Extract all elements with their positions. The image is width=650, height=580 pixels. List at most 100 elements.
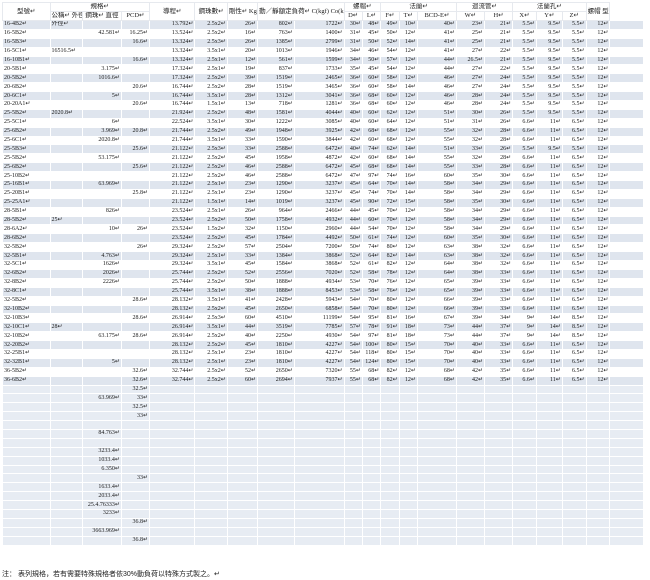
cell-z: 5.5↵ — [561, 20, 587, 30]
cell-empty — [293, 526, 345, 537]
cell-l: 60↵ — [361, 117, 382, 128]
cell-d: 54↵ — [343, 331, 363, 342]
cell-w: 40↵ — [455, 357, 485, 368]
cell-f: 62↵ — [380, 144, 400, 155]
cell-empty — [380, 491, 400, 502]
cell-co: 3041↵ — [293, 91, 345, 102]
cell-c3: 25.6↵ — [120, 162, 151, 173]
cell-t: 12↵ — [398, 268, 418, 279]
cell-f: 57↵ — [380, 55, 400, 66]
cell-c2: 6↵ — [81, 117, 122, 128]
cell-c3 — [120, 304, 151, 315]
cell-f: 82↵ — [380, 251, 400, 262]
cell-model: 25-20B1↵ — [2, 188, 51, 199]
cell-c2: 2226↵ — [81, 277, 122, 288]
cell-empty — [293, 464, 345, 475]
cell-empty — [561, 428, 587, 439]
header-sub-t: T↵ — [398, 11, 418, 21]
cell-blank — [609, 82, 644, 93]
cell-x: 6.6↵ — [512, 242, 537, 253]
cell-c3 — [120, 322, 151, 333]
cell-empty — [416, 402, 457, 413]
cell-empty — [380, 420, 400, 430]
cell-turns: 2.5x2↵ — [194, 28, 228, 39]
cell-turns: 3.5x1↵ — [194, 91, 228, 102]
cell-d: 44↵ — [343, 206, 363, 217]
cell-k: 60↵ — [226, 375, 259, 386]
cell-c2: 6.350↵ — [81, 464, 122, 475]
cell-turns: 2.5x2↵ — [194, 340, 228, 350]
cell-empty — [483, 491, 514, 502]
cell-f: 70↵ — [380, 188, 400, 199]
cell-empty — [380, 473, 400, 484]
cell-h: 24↵ — [483, 73, 514, 84]
cell-z: 6.5↵ — [561, 233, 587, 244]
cell-empty — [398, 508, 418, 519]
cell-f: 54↵ — [380, 46, 400, 57]
cell-empty — [293, 428, 345, 439]
cell-s: 12↵ — [585, 331, 611, 342]
cell-l: 60↵ — [361, 135, 382, 146]
cell-l: 60↵ — [361, 215, 382, 226]
cell-co: 3925↵ — [293, 126, 345, 137]
cell-empty — [257, 491, 295, 502]
cell-c: 2588↵ — [257, 171, 295, 182]
cell-empty — [609, 420, 644, 430]
cell-c2 — [81, 171, 122, 182]
cell-empty — [361, 393, 382, 404]
cell-empty — [293, 384, 345, 395]
cell-d: 44↵ — [343, 224, 363, 235]
cell-blank — [609, 55, 644, 66]
cell-empty — [148, 464, 196, 475]
cell-x: 6.6↵ — [512, 197, 537, 208]
cell-c2 — [81, 420, 122, 430]
cell-h: 32↵ — [483, 242, 514, 253]
cell-empty — [148, 446, 196, 457]
cell-f: 74↵ — [380, 233, 400, 244]
cell-x: 5.5↵ — [512, 20, 537, 30]
cell-co: 1281↵ — [293, 100, 345, 110]
cell-empty — [226, 446, 259, 457]
cell-k: 23↵ — [226, 180, 259, 190]
cell-x: 6.6↵ — [512, 357, 537, 368]
cell-k: 52↵ — [226, 268, 259, 279]
cell-lead: 26.914↵ — [148, 322, 196, 333]
cell-t: 12↵ — [398, 215, 418, 226]
table-row: 25-5B2↵ 2020.8↵ 21.924↵ 2.5x2↵ 48↵ 1581↵ 4044↵… — [2, 108, 644, 119]
cell-empty — [483, 455, 514, 466]
cell-k: 19↵ — [226, 64, 259, 75]
cell-blank — [609, 73, 644, 84]
cell-x: 6.6↵ — [512, 162, 537, 173]
cell-lead: 13.324↵ — [148, 37, 196, 48]
cell-empty — [380, 508, 400, 519]
table-row: 3233.4↵ — [2, 446, 644, 457]
cell-empty — [585, 428, 611, 439]
cell-empty — [585, 535, 611, 546]
cell-empty — [398, 420, 418, 430]
cell-c2: 63.969↵ — [81, 393, 122, 404]
cell-d: 31↵ — [343, 28, 363, 39]
cell-empty — [512, 500, 537, 510]
cell-turns: 2.5x2↵ — [194, 268, 228, 279]
cell-turns: 3.5x1↵ — [194, 322, 228, 333]
cell-c1 — [49, 153, 83, 164]
cell-k: 23↵ — [226, 357, 259, 368]
cell-empty — [398, 437, 418, 448]
cell-x: 6.6↵ — [512, 206, 537, 217]
cell-model: 28-6A2↵ — [2, 224, 51, 235]
cell-lead: 21.122↵ — [148, 180, 196, 190]
cell-empty — [361, 420, 382, 430]
cell-k: 45↵ — [226, 153, 259, 164]
cell-c2 — [81, 20, 122, 30]
cell-d: 45↵ — [343, 180, 363, 190]
cell-t: 12↵ — [398, 126, 418, 137]
cell-bcd: 60↵ — [416, 171, 457, 182]
cell-empty — [293, 446, 345, 457]
cell-co: 4044↵ — [293, 108, 345, 119]
cell-empty — [535, 402, 563, 413]
cell-bcd: 46↵ — [416, 91, 457, 102]
cell-empty — [561, 420, 587, 430]
cell-z: 6.5↵ — [561, 357, 587, 368]
cell-c2 — [81, 144, 122, 155]
cell-c1 — [49, 64, 83, 75]
